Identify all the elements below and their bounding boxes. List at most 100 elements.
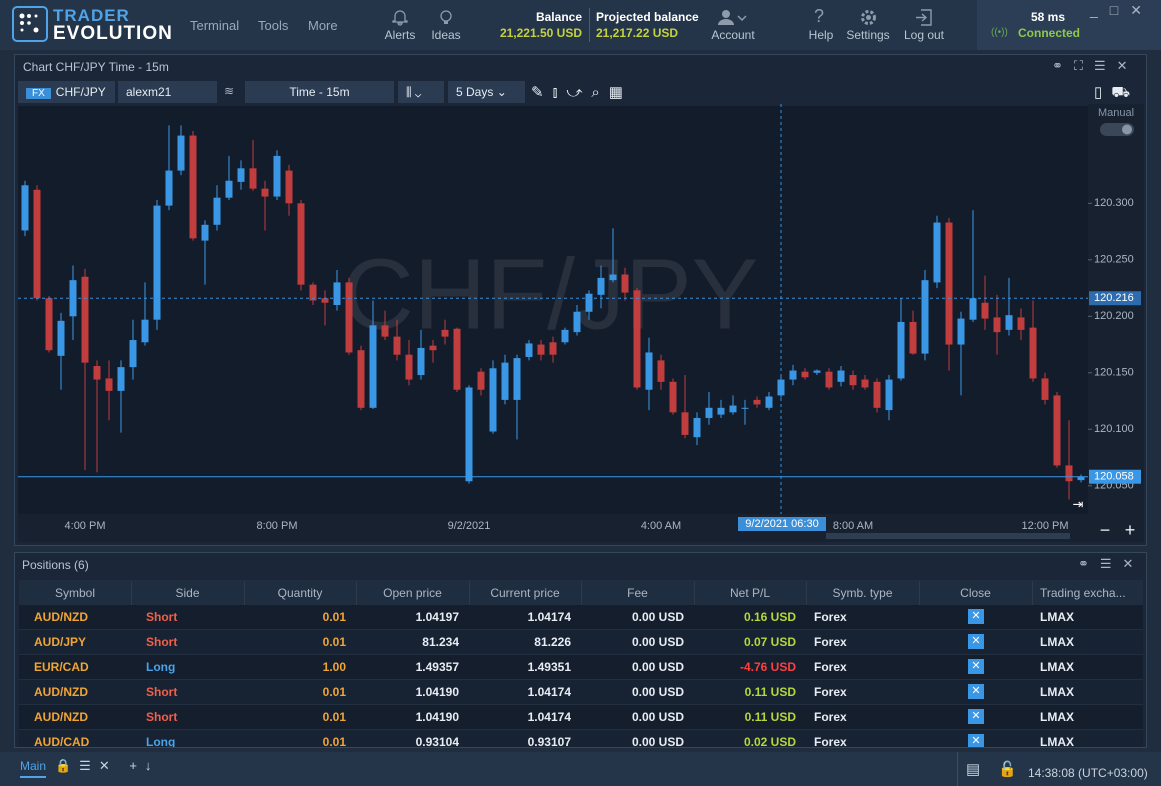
positions-controls[interactable]: ⚭☰✕ xyxy=(1078,556,1145,571)
candle-body xyxy=(777,379,785,396)
footer-icons[interactable]: ▤🔓 xyxy=(957,752,1027,786)
table-cell: 0.01 xyxy=(322,735,346,748)
table-cell: LMAX xyxy=(1040,660,1074,674)
menu-item[interactable]: Tools xyxy=(258,18,289,33)
timeframe-selector[interactable]: Time - 15m xyxy=(245,81,394,103)
column-header[interactable]: Trading excha... xyxy=(1040,586,1126,600)
table-cell: 0.01 xyxy=(322,610,346,624)
trade-tools[interactable]: ▯⛟ xyxy=(1094,84,1140,101)
candle-body xyxy=(1005,315,1013,330)
panel-controls[interactable]: ⚭⛶☰✕ xyxy=(1052,58,1139,73)
column-header[interactable]: Net P/L xyxy=(729,586,771,600)
table-cell: 1.04174 xyxy=(527,685,571,699)
table-cell: 1.04190 xyxy=(415,685,459,699)
table-cell: 1.49357 xyxy=(415,660,459,674)
candle-body xyxy=(405,354,413,380)
column-header[interactable]: Close xyxy=(960,586,991,600)
zoom-in[interactable]: + xyxy=(1125,520,1136,540)
ideas-button[interactable]: Ideas xyxy=(431,28,461,42)
column-header[interactable]: Open price xyxy=(383,586,442,600)
candle-body xyxy=(333,282,341,306)
x-tick-label: 8:00 AM xyxy=(833,520,873,532)
table-cell: AUD/CAD xyxy=(34,735,90,748)
column-header[interactable]: Quantity xyxy=(277,586,323,600)
positions-table: Symbol Side Quantity Open price Current pric… xyxy=(15,553,1146,748)
table-cell: 81.226 xyxy=(534,635,571,649)
chart-tools[interactable]: ✎⫾⤻⌕▦ xyxy=(531,84,632,101)
table-cell: 0.01 xyxy=(322,685,346,699)
fx-badge: FX xyxy=(26,88,51,99)
table-cell: 0.02 USD xyxy=(743,735,796,748)
logout-button[interactable]: Log out xyxy=(903,28,945,42)
column-header[interactable]: Side xyxy=(175,586,200,600)
table-row xyxy=(19,705,1143,730)
indicator-icon[interactable]: ≋ xyxy=(224,84,235,98)
column-header[interactable]: Current price xyxy=(490,586,560,600)
close-button[interactable]: ✕ xyxy=(968,609,984,624)
timeframe: Time - 15m xyxy=(289,85,350,99)
table-cell: 1.04190 xyxy=(415,710,459,724)
close-button[interactable]: ✕ xyxy=(968,659,984,674)
table-cell: 0.11 USD xyxy=(744,685,796,699)
candle-body xyxy=(297,203,305,285)
candle-body xyxy=(993,317,1001,333)
column-header[interactable]: Fee xyxy=(627,586,648,600)
table-cell: Short xyxy=(146,635,178,649)
account-icon xyxy=(718,10,747,25)
watermark: CHF/JPY xyxy=(342,238,759,350)
table-cell: 0.16 USD xyxy=(743,610,796,624)
signal-icon: ((•)) xyxy=(991,27,1008,38)
table-cell: Forex xyxy=(814,635,847,649)
window-controls[interactable]: _□✕ xyxy=(1090,2,1154,18)
workspace-tab[interactable]: Main xyxy=(20,759,47,778)
close-button[interactable]: ✕ xyxy=(968,734,984,747)
y-tick-label: 120.200 xyxy=(1094,310,1134,322)
close-button[interactable]: ✕ xyxy=(968,709,984,724)
settings-button[interactable]: Settings xyxy=(846,28,890,42)
table-cell: Long xyxy=(146,735,176,748)
column-header[interactable]: Symbol xyxy=(54,586,95,600)
ideas-icon xyxy=(440,10,452,24)
account-button[interactable]: Account xyxy=(711,28,755,42)
candle-body xyxy=(357,350,365,408)
scroll-end[interactable]: ⇥ xyxy=(1073,496,1084,511)
candle-body xyxy=(873,381,881,408)
column-header[interactable]: Symb. type xyxy=(832,586,893,600)
candle-body xyxy=(309,284,317,301)
table-cell: LMAX xyxy=(1040,610,1074,624)
candle-body xyxy=(273,155,281,197)
table-cell: Forex xyxy=(814,610,847,624)
scrollbar[interactable] xyxy=(826,533,1070,539)
candle-body xyxy=(921,280,929,354)
candle-body xyxy=(1053,395,1061,466)
manual-label: Manual xyxy=(1098,107,1134,119)
tab-controls[interactable]: 🔒☰✕ +↓ xyxy=(55,758,160,773)
table-cell: Short xyxy=(146,685,178,699)
table-cell: 0.00 USD xyxy=(631,710,684,724)
candle-body xyxy=(393,336,401,355)
close-button[interactable]: ✕ xyxy=(968,634,984,649)
chart-panel-title: Chart CHF/JPY Time - 15m xyxy=(23,60,169,74)
close-button[interactable]: ✕ xyxy=(968,684,984,699)
last-price: 120.058 xyxy=(1094,471,1134,483)
symbol-selector[interactable]: FX CHF/JPY xyxy=(18,81,115,103)
candle-body xyxy=(825,371,833,388)
candle-body xyxy=(501,362,509,400)
account-selector[interactable]: alexm21 xyxy=(118,81,217,103)
menu-item[interactable]: More xyxy=(308,18,338,33)
alerts-button[interactable]: Alerts xyxy=(384,28,416,42)
table-cell: Short xyxy=(146,710,178,724)
candle-body xyxy=(441,329,449,337)
candle-body xyxy=(693,417,701,438)
candle-body xyxy=(345,282,353,353)
candle-body xyxy=(1065,465,1073,482)
zoom-out[interactable]: − xyxy=(1100,520,1111,540)
account-name: alexm21 xyxy=(126,85,172,99)
range-selector[interactable]: 5 Days ⌄ xyxy=(448,81,525,103)
candle-body xyxy=(249,168,257,189)
candle-body xyxy=(969,298,977,320)
chart-type-selector[interactable]: ⫼ ⌄ xyxy=(398,81,444,103)
menu-item[interactable]: Terminal xyxy=(190,18,240,33)
help-button[interactable]: Help xyxy=(808,28,834,42)
table-cell: LMAX xyxy=(1040,635,1074,649)
